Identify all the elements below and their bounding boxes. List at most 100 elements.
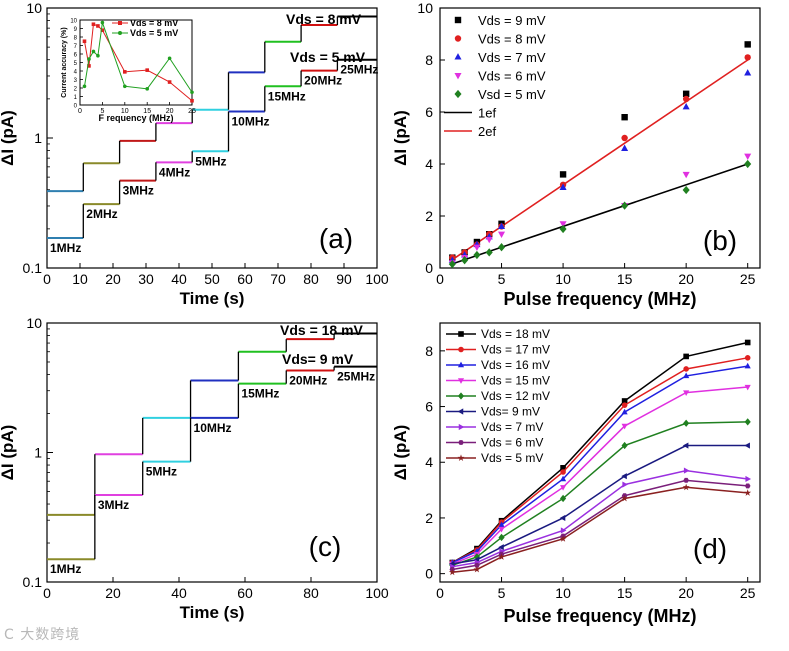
panel-b-legend-label: Vds = 8 mV <box>478 32 546 47</box>
inset-x-tick-label: 5 <box>100 108 104 115</box>
panel-a-x-tick-label: 0 <box>43 271 51 287</box>
panel-d-panel-label: (d) <box>693 533 727 564</box>
inset-y-tick-label: 9 <box>74 27 78 33</box>
panel-b-y-tick-label: 8 <box>425 52 433 68</box>
panel-b-data-point <box>682 171 690 179</box>
panel-b-legend-marker <box>454 72 462 80</box>
panel-a-vds-annotation-mid: Vds = 5 mV <box>290 49 366 65</box>
panel-d-legend-label: Vds = 5 mV <box>481 451 543 465</box>
panel-b-data-point <box>682 90 690 97</box>
panel-d-data-point <box>498 544 504 551</box>
inset-y-tick-label: 0 <box>74 104 78 110</box>
inset-y-axis-label: Current accuracy (%) <box>61 27 68 97</box>
panel-d-data-point <box>682 442 689 449</box>
inset-x-tick-label: 25 <box>188 108 196 115</box>
panel-c-x-tick-label: 60 <box>237 585 253 601</box>
panel-b-legend-label: 1ef <box>478 106 496 121</box>
panel-b-y-tick-label: 4 <box>425 156 433 172</box>
panel-c: 0 20 40 60 80 100 0.1 1 10 1MHz 3MHz 5MHz 10MHz 15MHz… <box>0 315 389 622</box>
inset-data-point <box>123 84 127 89</box>
panel-b-data-point <box>473 250 481 260</box>
inset-y-tick-label: 7 <box>74 44 78 50</box>
panel-d-data-point <box>683 353 689 360</box>
inset-data-point <box>96 24 100 28</box>
panel-a-vds-annotation-top: Vds = 8 mV <box>286 11 362 27</box>
panel-a-y-axis-label: ΔI (pA) <box>0 110 17 166</box>
panel-c-x-tick-label: 0 <box>43 585 51 601</box>
inset-legend-label: Vds = 5 mV <box>130 28 178 38</box>
panel-d-y-tick-label: 8 <box>425 343 433 359</box>
panel-b-data-point <box>498 243 506 252</box>
panel-d-y-axis-label: ΔI (pA) <box>391 425 410 481</box>
panel-d-data-point <box>560 469 566 475</box>
panel-b-data-point <box>744 69 752 76</box>
panel-a-x-tick-label: 30 <box>138 271 154 287</box>
inset-data-point <box>145 87 149 91</box>
panel-d-legend-marker <box>458 346 464 353</box>
panel-b-legend-label: Vds = 7 mV <box>478 50 546 65</box>
panel-d-data-point <box>683 366 689 372</box>
panel-c-freq-label: 25MHz <box>337 370 375 384</box>
panel-c-freq-label: 10MHz <box>194 421 232 435</box>
panel-c-freq-label: 1MHz <box>50 562 81 576</box>
panel-d-data-point <box>682 483 690 491</box>
inset-y-tick-label: 8 <box>74 36 78 42</box>
inset-y-tick-label: 1 <box>74 95 78 101</box>
panel-d-data-point <box>621 441 628 450</box>
panel-d-legend-label: Vds = 12 mV <box>481 389 550 403</box>
panel-b-data-point <box>485 236 493 244</box>
panel-b-data-point <box>473 244 481 252</box>
panel-b-data-point <box>559 221 567 228</box>
inset-data-point <box>167 56 172 61</box>
panel-d-data-point <box>621 494 629 502</box>
inset-data-point <box>100 20 105 25</box>
panel-b-data-point <box>744 54 751 61</box>
panel-d-data-point <box>744 483 751 489</box>
panel-b-data-point <box>744 41 751 48</box>
panel-d-legend-marker <box>457 361 465 368</box>
panel-c-freq-label: 20MHz <box>289 373 327 387</box>
panel-d-data-point <box>744 418 751 426</box>
panel-b-plot-frame <box>439 7 761 269</box>
panel-b-x-tick-label: 10 <box>555 271 571 287</box>
panel-b-data-point <box>621 134 628 142</box>
panel-d-legend-label: Vds = 17 mV <box>481 343 550 357</box>
panel-b: 0 5 10 15 20 25 0 2 4 6 8 10 Vds = 9 mV Vds = 8 mV Vds… <box>391 0 761 309</box>
panel-a-x-tick-label: 20 <box>105 271 121 287</box>
panel-d-data-point <box>683 372 690 379</box>
panel-a-freq-label: 3MHz <box>123 184 154 198</box>
inset-y-tick-label: 6 <box>74 53 78 59</box>
panel-b-data-point <box>559 171 567 178</box>
panel-a-panel-label: (a) <box>319 223 353 254</box>
inset-data-point <box>91 49 96 54</box>
panel-d-legend-marker <box>458 423 465 431</box>
panel-d-y-tick-label: 4 <box>425 454 433 470</box>
inset-data-point <box>87 64 91 68</box>
panel-c-freq-label: 3MHz <box>98 498 129 512</box>
panel-a-y-tick-label: 10 <box>26 0 42 16</box>
panel-c-freq-label: 15MHz <box>241 387 279 401</box>
panel-a-y-tick-label: 1 <box>34 130 42 146</box>
panel-d-data-point <box>744 355 751 361</box>
panel-a: 0 10 20 30 40 50 60 70 80 90 1000.11101MHz2MHz3MHz… <box>0 0 389 308</box>
panel-b-y-axis-label: ΔI (pA) <box>391 110 410 166</box>
panel-c-x-tick-label: 100 <box>365 585 389 601</box>
panel-a-freq-label: 5MHz <box>195 154 226 168</box>
panel-a-x-tick-label: 60 <box>237 271 253 287</box>
panel-c-panel-label: (c) <box>309 531 342 562</box>
inset-data-point <box>96 53 100 58</box>
panel-b-x-tick-label: 5 <box>498 271 506 287</box>
panel-a-freq-label: 4MHz <box>159 165 190 179</box>
panel-d-data-point <box>621 408 628 415</box>
panel-b-y-tick-label: 0 <box>425 260 433 276</box>
panel-d-legend-label: Vds = 16 mV <box>481 358 550 372</box>
panel-c-freq-label: 5MHz <box>146 465 177 479</box>
panel-a-y-tick-label: 0.1 <box>23 260 43 276</box>
inset-data-point <box>82 39 87 44</box>
panel-b-x-tick-label: 15 <box>617 271 633 287</box>
panel-a-freq-label: 1MHz <box>50 241 81 255</box>
panel-a-x-tick-label: 70 <box>270 271 286 287</box>
panel-d-y-tick-label: 0 <box>425 566 433 582</box>
panel-a-freq-label: 25MHz <box>340 63 378 77</box>
